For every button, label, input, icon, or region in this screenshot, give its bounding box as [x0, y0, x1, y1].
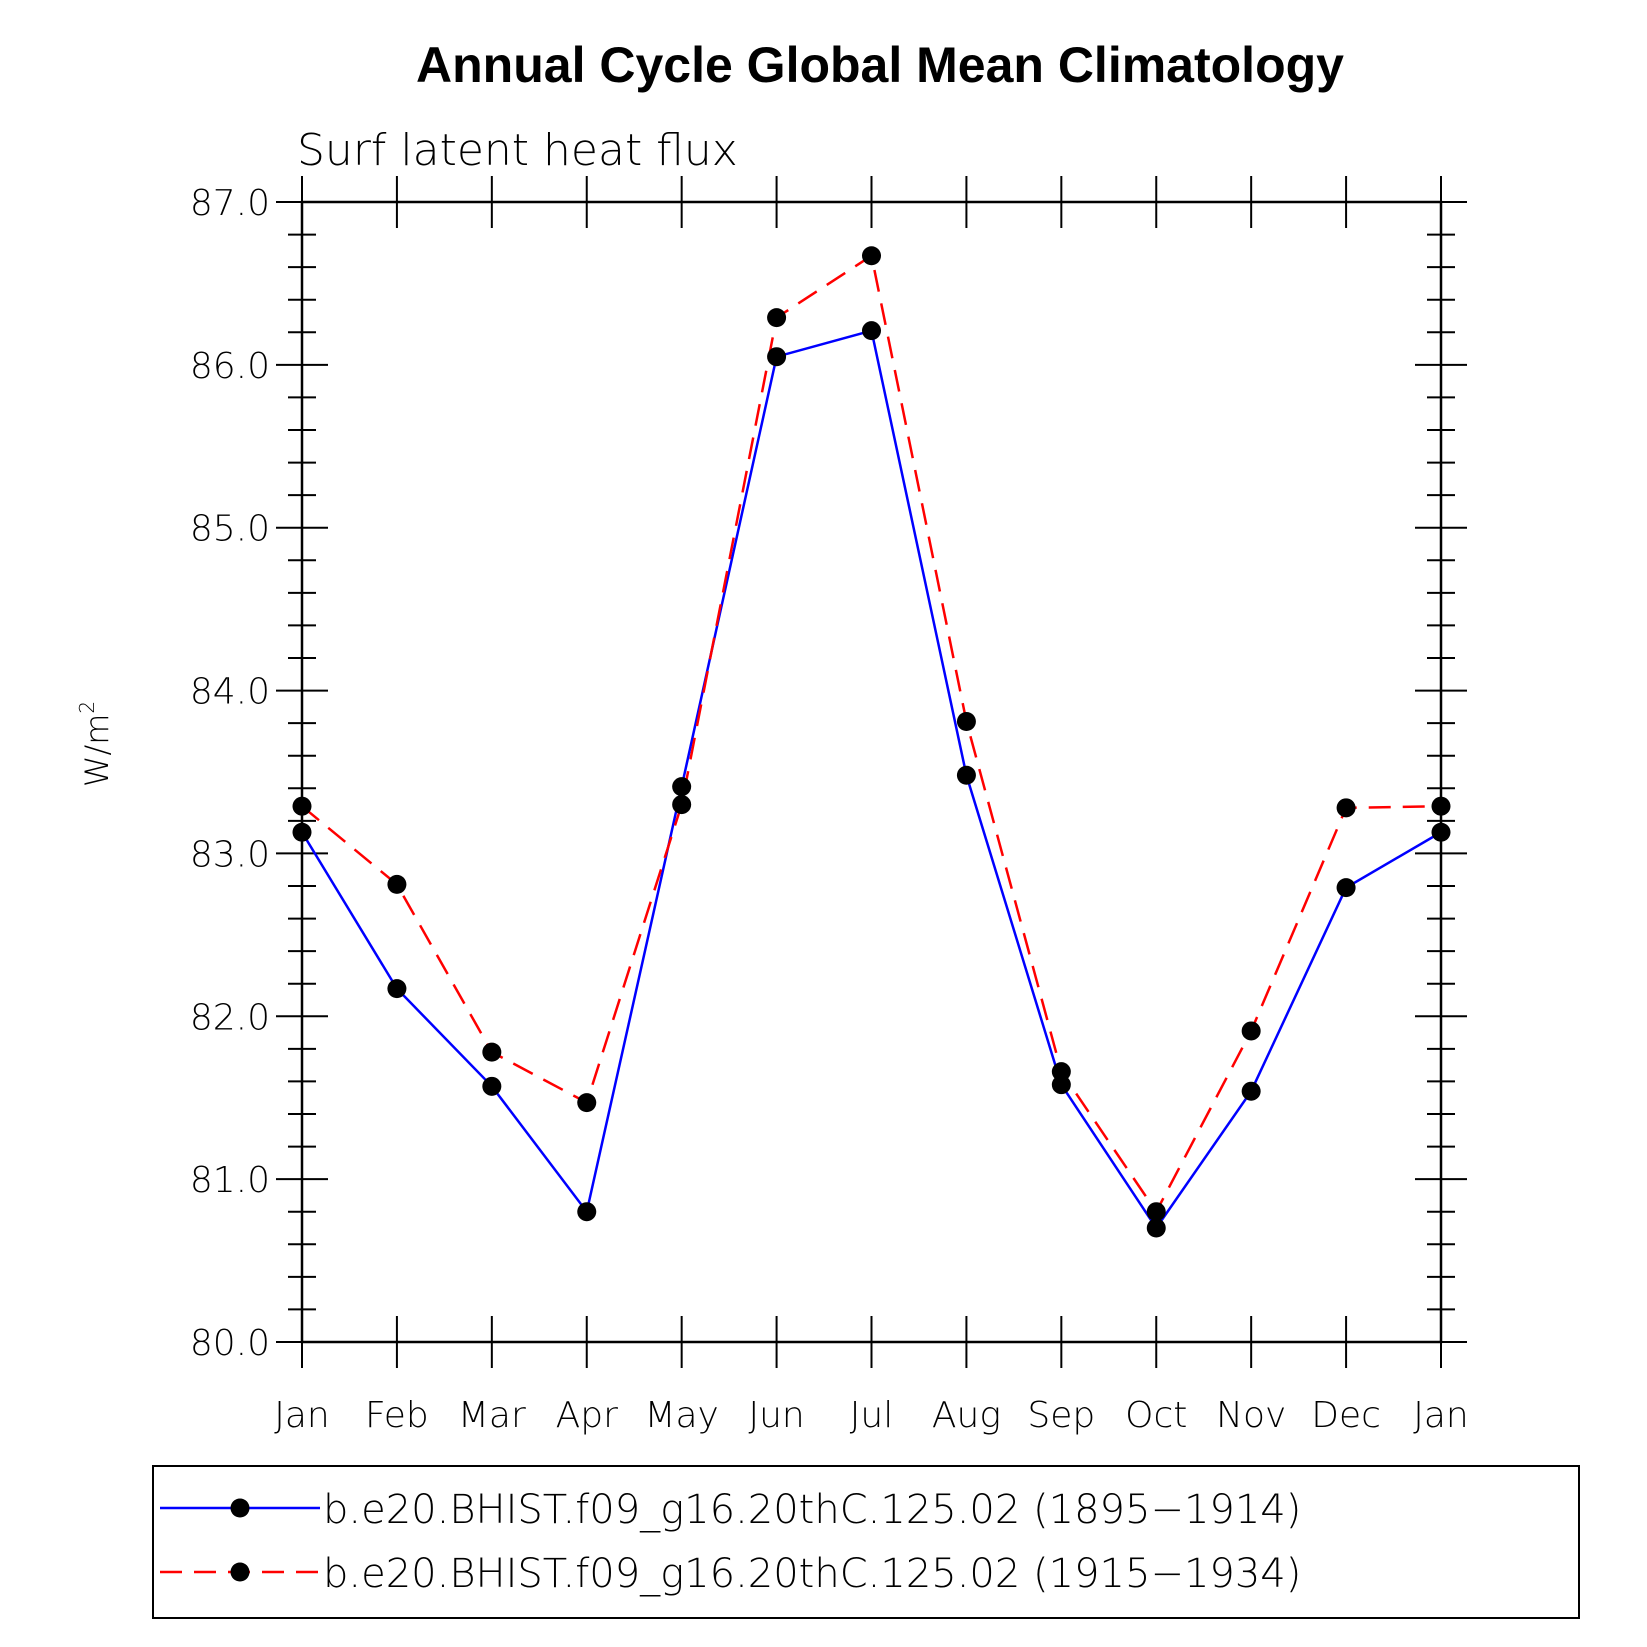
- legend-marker-1: [230, 1498, 250, 1518]
- series-2-point: [1336, 798, 1356, 818]
- series-1-point: [387, 979, 407, 999]
- series-layer: [292, 246, 1451, 1238]
- y-tick-label: 84.0: [190, 672, 270, 713]
- series-1-point: [1431, 822, 1451, 842]
- series-2-point: [482, 1042, 502, 1062]
- series-1-point: [292, 822, 312, 842]
- legend: b.e20.BHIST.f09_g16.20thC.125.02 (1895−1…: [160, 1487, 1301, 1597]
- series-1-point: [862, 321, 881, 341]
- y-tick-label: 85.0: [190, 509, 270, 550]
- series-2-point: [1431, 796, 1451, 816]
- series-2-point: [1146, 1202, 1166, 1222]
- series-2-point: [577, 1093, 597, 1113]
- legend-marker-2: [230, 1562, 250, 1582]
- x-tick-label: Apr: [556, 1395, 618, 1436]
- plot-area: 80.0 81.0 82.0 83.0 84.0 85.0 86.0 87.0 Jan Feb Ma…: [190, 176, 1469, 1436]
- series-1-point: [482, 1076, 502, 1096]
- x-tick-label: Jan: [274, 1395, 330, 1436]
- series-2-point: [862, 246, 881, 266]
- series-2-point: [672, 795, 692, 815]
- series-2-point: [292, 796, 312, 816]
- x-tick-label: Nov: [1216, 1395, 1286, 1436]
- x-tick-label: Dec: [1311, 1395, 1381, 1436]
- y-tick-label: 87.0: [190, 183, 270, 224]
- series-2-point: [956, 712, 976, 732]
- x-tick-label: Sep: [1027, 1395, 1095, 1436]
- x-tick-label: Jul: [850, 1395, 893, 1436]
- x-tick-label: Jan: [1413, 1395, 1469, 1436]
- series-1-point: [1146, 1218, 1166, 1238]
- chart-title: Annual Cycle Global Mean Climatology: [416, 37, 1344, 93]
- series-1-point: [1336, 878, 1356, 898]
- x-tick-label: Aug: [932, 1395, 1001, 1436]
- x-tick-label: Jun: [748, 1395, 804, 1436]
- series-1-point: [1241, 1081, 1261, 1101]
- x-tick-label: Oct: [1125, 1395, 1187, 1436]
- series-2-point: [1051, 1062, 1071, 1082]
- plot-frame: [300, 200, 1443, 1344]
- legend-box: [152, 1465, 1580, 1619]
- series-2-point: [387, 874, 407, 894]
- y-axis-label-base: W/m: [78, 714, 116, 788]
- x-tick-label: May: [644, 1395, 718, 1436]
- chart-subtitle: Surf latent heat flux: [297, 125, 738, 176]
- y-axis-label: W/m2: [75, 701, 116, 787]
- x-tick-label: Mar: [458, 1395, 526, 1436]
- series-1-point: [577, 1202, 597, 1222]
- legend-label-1: b.e20.BHIST.f09_g16.20thC.125.02 (1895−1…: [323, 1487, 1301, 1533]
- series-1-point: [672, 777, 692, 797]
- svg-text:W/m2: W/m2: [75, 701, 116, 787]
- series-2-point: [1241, 1021, 1261, 1041]
- legend-label-2: b.e20.BHIST.f09_g16.20thC.125.02 (1915−1…: [323, 1551, 1301, 1597]
- y-tick-label: 81.0: [190, 1160, 270, 1201]
- series-1-point: [956, 765, 976, 785]
- y-tick-label: 83.0: [190, 834, 270, 875]
- y-tick-label: 80.0: [190, 1323, 270, 1364]
- y-tick-label: 82.0: [190, 997, 270, 1038]
- series-line-1: [300, 329, 1442, 1231]
- y-axis-label-superscript: 2: [75, 701, 99, 714]
- series-1-point: [767, 347, 787, 367]
- series-2-point: [767, 308, 787, 328]
- x-tick-label: Feb: [365, 1395, 429, 1436]
- series-1-point: [1051, 1075, 1071, 1095]
- y-tick-label: 86.0: [190, 346, 270, 387]
